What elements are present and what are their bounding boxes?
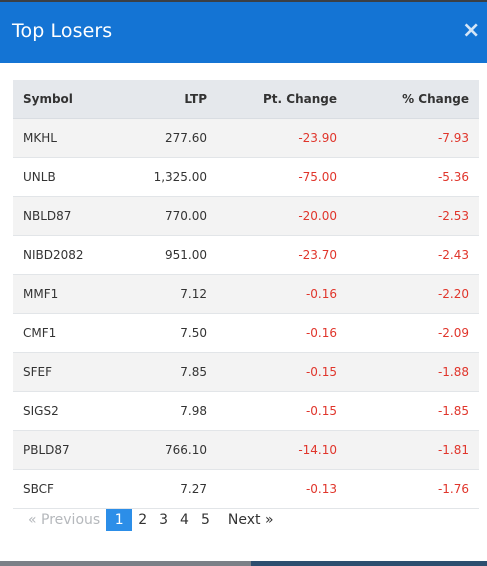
pt-change-cell: -0.13 xyxy=(217,469,347,509)
pct-change-cell: -5.36 xyxy=(347,157,479,197)
pt-change-cell: -0.16 xyxy=(217,274,347,314)
symbol-cell: NBLD87 xyxy=(13,196,121,236)
top-losers-table: Symbol LTP Pt. Change % Change MKHL 277.… xyxy=(13,80,479,509)
ltp-cell: 7.12 xyxy=(121,274,217,314)
pct-change-cell: -2.43 xyxy=(347,235,479,275)
ltp-cell: 277.60 xyxy=(121,118,217,158)
table-row[interactable]: SIGS2 7.98 -0.15 -1.85 xyxy=(13,391,479,431)
symbol-cell: SBCF xyxy=(13,469,121,509)
ltp-cell: 766.10 xyxy=(121,430,217,470)
bottom-divider-left xyxy=(0,561,251,566)
pt-change-cell: -0.16 xyxy=(217,313,347,353)
pct-change-cell: -2.53 xyxy=(347,196,479,236)
ltp-cell: 770.00 xyxy=(121,196,217,236)
pct-change-cell: -1.88 xyxy=(347,352,479,392)
ltp-cell: 1,325.00 xyxy=(121,157,217,197)
table-header-row: Symbol LTP Pt. Change % Change xyxy=(13,80,479,119)
table-row[interactable]: SBCF 7.27 -0.13 -1.76 xyxy=(13,469,479,509)
table-row[interactable]: PBLD87 766.10 -14.10 -1.81 xyxy=(13,430,479,470)
pct-change-cell: -7.93 xyxy=(347,118,479,158)
pagination: « Previous 1 2 3 4 5 Next » xyxy=(22,509,280,531)
pt-change-cell: -0.15 xyxy=(217,352,347,392)
page-link-1[interactable]: 1 xyxy=(106,509,133,531)
table-row[interactable]: MKHL 277.60 -23.90 -7.93 xyxy=(13,118,479,158)
pct-change-cell: -1.76 xyxy=(347,469,479,509)
pct-change-cell: -1.85 xyxy=(347,391,479,431)
page-link-4[interactable]: 4 xyxy=(180,512,189,528)
pt-change-cell: -23.70 xyxy=(217,235,347,275)
table-row[interactable]: CMF1 7.50 -0.16 -2.09 xyxy=(13,313,479,353)
symbol-cell: NIBD2082 xyxy=(13,235,121,275)
pt-change-cell: -0.15 xyxy=(217,391,347,431)
next-page-link[interactable]: Next » xyxy=(227,512,274,528)
table-row[interactable]: NIBD2082 951.00 -23.70 -2.43 xyxy=(13,235,479,275)
ltp-cell: 951.00 xyxy=(121,235,217,275)
modal-title: Top Losers xyxy=(12,20,113,42)
symbol-cell: UNLB xyxy=(13,157,121,197)
pct-change-cell: -2.20 xyxy=(347,274,479,314)
page-link-3[interactable]: 3 xyxy=(159,512,169,528)
pct-change-cell: -2.09 xyxy=(347,313,479,353)
column-header-pct-change[interactable]: % Change xyxy=(347,80,479,119)
symbol-cell: SIGS2 xyxy=(13,391,121,431)
pt-change-cell: -20.00 xyxy=(217,196,347,236)
modal-header: Top Losers × xyxy=(0,0,487,63)
ltp-cell: 7.50 xyxy=(121,313,217,353)
symbol-cell: PBLD87 xyxy=(13,430,121,470)
column-header-symbol[interactable]: Symbol xyxy=(13,80,121,119)
bottom-divider-right xyxy=(251,561,487,566)
close-icon[interactable]: × xyxy=(462,18,481,43)
column-header-pt-change[interactable]: Pt. Change xyxy=(217,80,347,119)
pct-change-cell: -1.81 xyxy=(347,430,479,470)
ltp-cell: 7.27 xyxy=(121,469,217,509)
symbol-cell: CMF1 xyxy=(13,313,121,353)
ltp-cell: 7.85 xyxy=(121,352,217,392)
table-body: MKHL 277.60 -23.90 -7.93 UNLB 1,325.00 -… xyxy=(13,118,479,509)
pt-change-cell: -23.90 xyxy=(217,118,347,158)
page-link-5[interactable]: 5 xyxy=(200,512,210,528)
pt-change-cell: -14.10 xyxy=(217,430,347,470)
table-row[interactable]: MMF1 7.12 -0.16 -2.20 xyxy=(13,274,479,314)
symbol-cell: SFEF xyxy=(13,352,121,392)
symbol-cell: MMF1 xyxy=(13,274,121,314)
table-row[interactable]: NBLD87 770.00 -20.00 -2.53 xyxy=(13,196,479,236)
ltp-cell: 7.98 xyxy=(121,391,217,431)
table-row[interactable]: SFEF 7.85 -0.15 -1.88 xyxy=(13,352,479,392)
column-header-ltp[interactable]: LTP xyxy=(121,80,217,119)
pt-change-cell: -75.00 xyxy=(217,157,347,197)
previous-page-link[interactable]: « Previous xyxy=(28,512,101,528)
table-row[interactable]: UNLB 1,325.00 -75.00 -5.36 xyxy=(13,157,479,197)
page-link-2[interactable]: 2 xyxy=(138,512,148,528)
symbol-cell: MKHL xyxy=(13,118,121,158)
